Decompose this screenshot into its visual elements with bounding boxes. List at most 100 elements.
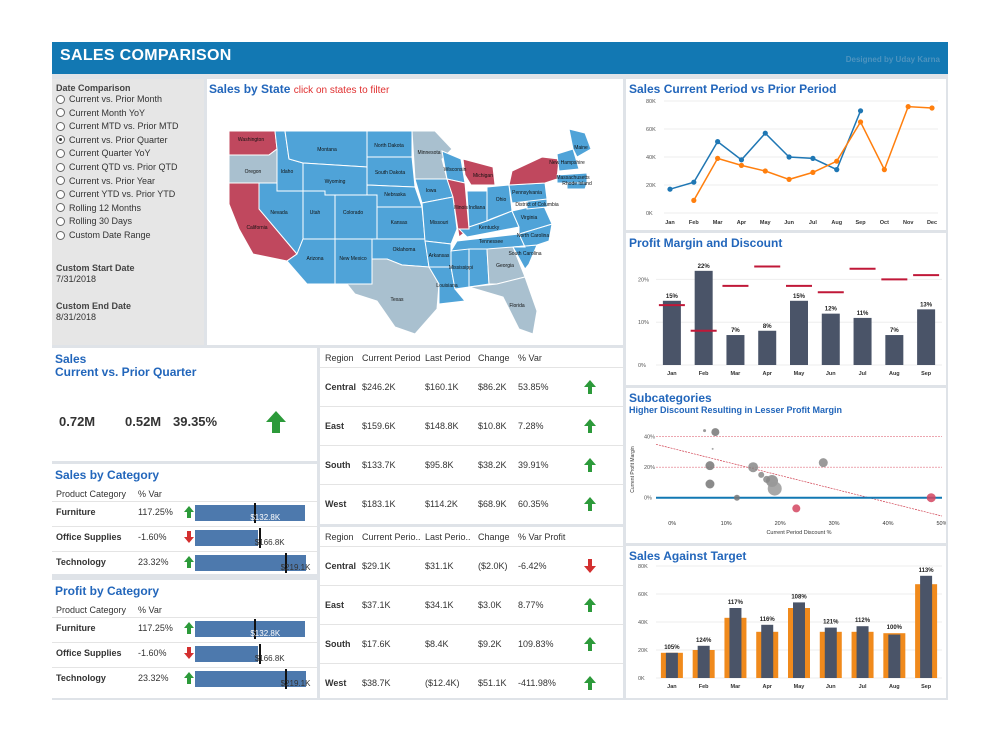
date-option-label: Current QTD vs. Prior QTD xyxy=(69,162,178,172)
state-shape[interactable] xyxy=(421,196,458,245)
map-title-text: Sales by State xyxy=(209,82,291,96)
sales-by-category-title: Sales by Category xyxy=(55,468,160,482)
up-arrow-icon xyxy=(584,419,596,433)
x-tick-label: Feb xyxy=(689,220,699,226)
state-label: Arizona xyxy=(307,256,324,262)
state-label: Kansas xyxy=(391,220,408,226)
date-option-radio[interactable]: Current vs. Prior Year xyxy=(56,176,155,186)
state-label: Texas xyxy=(390,297,404,303)
date-option-label: Current Month YoY xyxy=(69,107,146,118)
radio-empty-icon xyxy=(56,230,65,240)
x-tick-label: Jul xyxy=(859,371,867,377)
column-header: Last Perio.. xyxy=(425,532,471,542)
date-option-radio[interactable]: Current QTD vs. Prior QTD xyxy=(56,162,178,172)
region-last: $148.8K xyxy=(425,421,459,431)
category-row[interactable] xyxy=(52,551,317,574)
date-option-label: Current vs. Prior Year xyxy=(69,175,156,186)
date-option-radio[interactable]: Current Quarter YoY xyxy=(56,148,151,158)
state-shape[interactable] xyxy=(228,130,278,156)
series-point xyxy=(857,119,864,125)
column-header: % Var xyxy=(138,489,162,499)
region-row[interactable] xyxy=(320,367,623,405)
category-row[interactable] xyxy=(52,642,317,666)
state-shape[interactable] xyxy=(462,158,496,186)
category-var: -1.60% xyxy=(138,532,167,542)
date-option-label: Rolling 12 Months xyxy=(69,202,142,213)
custom-end-date-input[interactable]: 8/31/2018 xyxy=(56,312,97,322)
state-shape[interactable] xyxy=(568,128,592,158)
x-tick-label: Aug xyxy=(889,684,900,690)
region-row[interactable] xyxy=(320,663,623,698)
x-tick-label: Mar xyxy=(713,220,724,226)
category-row[interactable] xyxy=(52,501,317,525)
state-label: New Hampshire xyxy=(549,160,585,166)
column-header: Change xyxy=(478,532,510,542)
kpi-panel: Sales Current vs. Prior Quarter 0.72M 0.… xyxy=(52,348,317,461)
column-header: Region xyxy=(325,532,354,542)
radio-selected-icon xyxy=(56,135,65,145)
margin-bar xyxy=(790,300,808,365)
date-option-radio[interactable]: Current YTD vs. Prior YTD xyxy=(56,189,175,199)
x-tick-label: Jan xyxy=(665,220,675,226)
state-label: Rhode Island xyxy=(562,181,592,187)
custom-start-date-input[interactable]: 7/31/2018 xyxy=(56,274,97,284)
category-var: 23.32% xyxy=(138,557,169,567)
category-bar xyxy=(195,646,258,662)
state-label: Wisconsin xyxy=(444,167,467,173)
x-tick-label: May xyxy=(794,684,806,690)
actual-bar xyxy=(888,634,901,678)
y-tick-label: 20K xyxy=(638,648,648,654)
kpi-title: Sales xyxy=(55,352,87,366)
region-row[interactable] xyxy=(320,585,623,623)
state-shape[interactable] xyxy=(345,258,440,335)
x-tick-label: Apr xyxy=(762,371,772,377)
custom-end-date-label: Custom End Date xyxy=(56,301,132,311)
state-shape[interactable] xyxy=(566,182,588,190)
date-option-label: Rolling 30 Days xyxy=(69,216,133,227)
region-row[interactable] xyxy=(320,406,623,444)
category-row[interactable] xyxy=(52,526,317,550)
x-tick-label: 10% xyxy=(721,521,732,527)
y-tick-label: 20K xyxy=(646,183,656,189)
series-point xyxy=(834,158,840,164)
up-arrow-icon xyxy=(584,380,596,394)
state-label: Pennsylvania xyxy=(512,190,542,196)
state-label: Louisiana xyxy=(436,283,458,289)
region-current: $246.2K xyxy=(362,382,396,392)
state-shape[interactable] xyxy=(556,148,580,172)
margin-bar xyxy=(758,330,777,365)
bar-data-label: 8% xyxy=(763,324,772,330)
category-row[interactable] xyxy=(52,617,317,641)
state-shape[interactable] xyxy=(468,276,538,335)
radio-empty-icon xyxy=(56,94,65,104)
date-option-radio[interactable]: Current Month YoY xyxy=(56,108,145,118)
x-tick-label: 20% xyxy=(775,521,786,527)
actual-bar xyxy=(761,624,774,678)
date-option-radio[interactable]: Rolling 30 Days xyxy=(56,216,132,226)
region-region: Central xyxy=(325,382,357,392)
us-state-map[interactable]: Washington Oregon California Idaho Nevada Mon… xyxy=(207,79,623,345)
date-option-radio[interactable]: Current MTD vs. Prior MTD xyxy=(56,121,179,131)
down-arrow-icon xyxy=(584,559,596,573)
date-option-radio[interactable]: Custom Date Range xyxy=(56,230,151,240)
state-shape[interactable] xyxy=(450,248,470,290)
date-option-radio[interactable]: Current vs. Prior Quarter xyxy=(56,135,168,145)
subcategories-scatter: 40% 20% 0% 0% 10% 20% 30% 40% 50% Current Period … xyxy=(630,428,946,536)
region-row[interactable] xyxy=(320,546,623,584)
state-label: Florida xyxy=(509,303,525,309)
region-change: $51.1K xyxy=(478,678,507,688)
column-header: Product Category xyxy=(56,605,127,615)
region-row[interactable] xyxy=(320,624,623,662)
state-shape[interactable] xyxy=(457,210,520,238)
actual-bar xyxy=(665,652,678,678)
date-option-radio[interactable]: Current vs. Prior Month xyxy=(56,94,162,104)
date-comparison-label: Date Comparison xyxy=(56,83,131,93)
state-label: Tennessee xyxy=(479,239,503,245)
region-current: $29.1K xyxy=(362,561,391,571)
target-marker xyxy=(258,644,261,664)
date-option-radio[interactable]: Rolling 12 Months xyxy=(56,203,141,213)
state-shape[interactable] xyxy=(334,194,378,240)
region-row[interactable] xyxy=(320,484,623,522)
region-row[interactable] xyxy=(320,445,623,483)
category-row[interactable] xyxy=(52,667,317,691)
